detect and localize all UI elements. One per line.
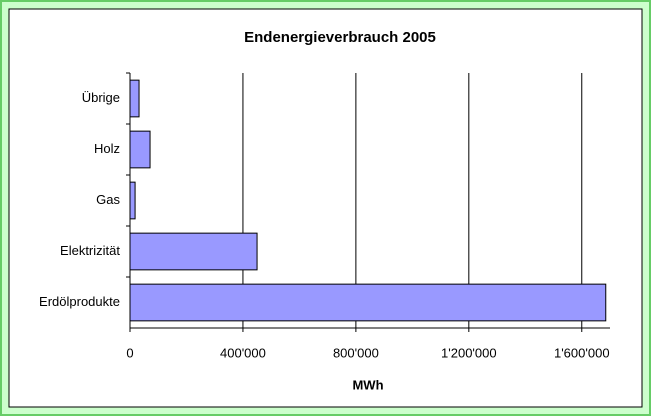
y-tick-label: Gas [96,192,120,207]
bar [129,79,140,118]
bar [129,181,136,220]
x-axis-label: MWh [352,377,383,392]
x-tick-label: 400'000 [220,345,266,360]
y-tick-label: Erdölprodukte [39,294,120,309]
y-tick-label: Holz [94,141,120,156]
x-tick-label: 1'200'000 [441,345,497,360]
chart-title: Endenergieverbrauch 2005 [244,29,436,46]
bar [129,283,607,322]
x-tick-label: 1'600'000 [554,345,610,360]
chart-area [8,8,643,408]
x-tick-label: 800'000 [333,345,379,360]
bar [129,130,151,169]
y-tick-label: Übrige [82,90,120,105]
x-tick-label: 0 [126,345,133,360]
bar [129,232,258,271]
y-tick-label: Elektrizität [60,243,120,258]
